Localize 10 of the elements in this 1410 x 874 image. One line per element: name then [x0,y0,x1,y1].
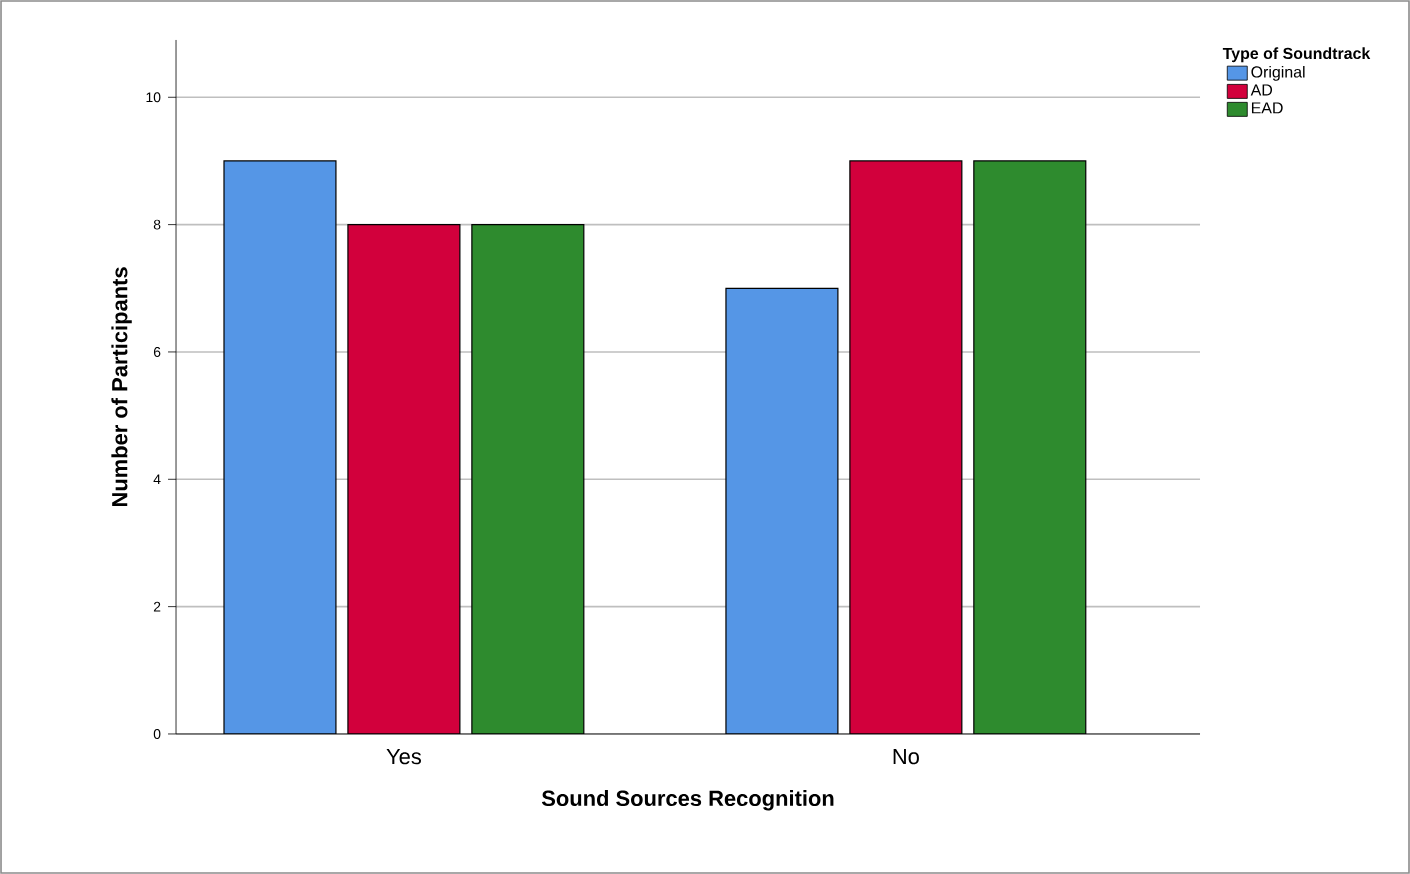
bar [347,224,460,734]
x-axis-title: Sound Sources Recognition [541,789,834,811]
bar [224,160,336,734]
bar [471,224,584,734]
bar [725,287,839,734]
bar [973,160,1087,734]
y-axis-title: Number of Participants [111,267,132,507]
bar [849,160,963,734]
x-tick-label: Yes [386,749,421,765]
x-tick-label: No [893,749,919,765]
